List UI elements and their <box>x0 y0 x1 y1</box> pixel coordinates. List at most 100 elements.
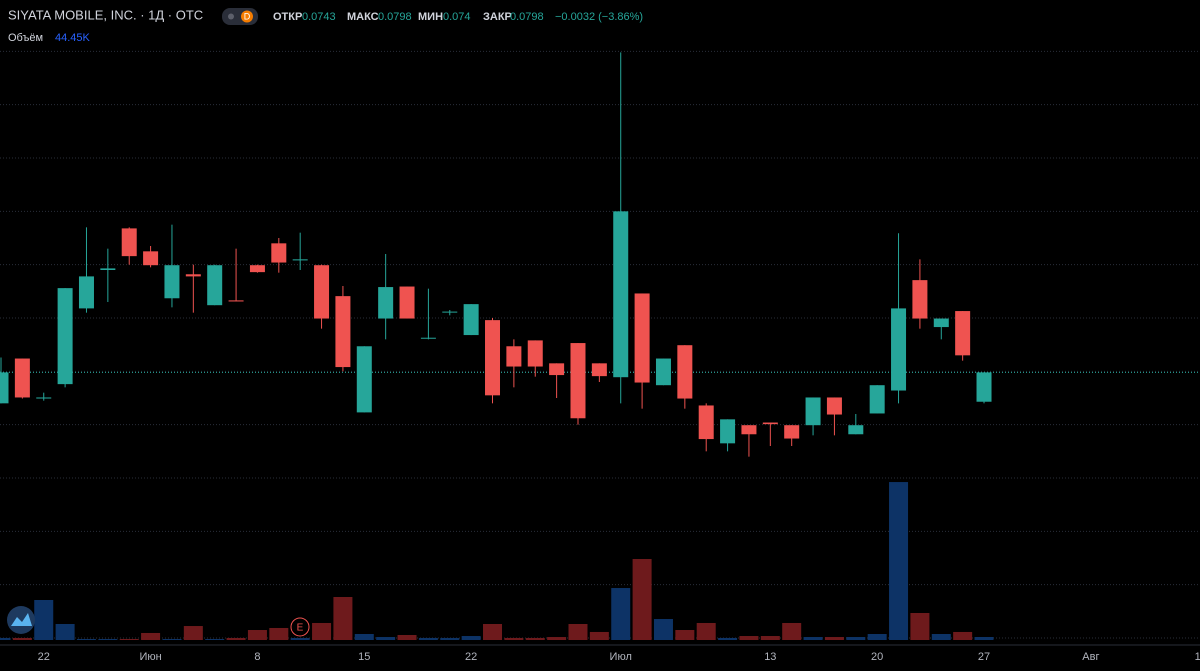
volume-bar <box>867 633 887 640</box>
low-value: 0.074 <box>443 11 471 23</box>
volume-bar <box>0 637 11 640</box>
badge-dot <box>241 10 253 23</box>
volume-bar <box>803 637 823 640</box>
volume-bar <box>461 636 481 640</box>
volume-bar <box>760 636 780 640</box>
volume-pane <box>0 482 994 640</box>
x-tick-label: Июн <box>139 651 161 663</box>
volume-bar <box>376 637 396 640</box>
volume-bar <box>483 624 503 640</box>
candle-body <box>249 265 265 273</box>
candle-body <box>442 311 458 313</box>
volume-bar <box>696 622 716 640</box>
candle-body <box>912 280 928 319</box>
candle-body <box>121 228 137 257</box>
candle-body <box>485 320 501 396</box>
close-label: ЗАКР <box>483 11 512 23</box>
volume-bar <box>824 637 844 640</box>
volume-bar <box>675 630 695 640</box>
volume-bar <box>397 635 417 640</box>
grid <box>0 50 1200 639</box>
event-marker[interactable] <box>290 617 310 637</box>
x-tick-label: 22 <box>38 651 50 663</box>
volume-bar <box>162 638 182 640</box>
volume-bar <box>141 632 161 640</box>
candle-body <box>356 346 372 413</box>
candle-body <box>399 286 415 319</box>
volume-bar <box>98 638 118 640</box>
open-label: ОТКР <box>273 11 302 23</box>
candle-body <box>36 397 52 399</box>
candle-body <box>228 300 244 302</box>
candle-body <box>57 288 73 385</box>
candle-body <box>207 265 223 306</box>
volume-bar <box>910 613 930 640</box>
candles <box>0 52 992 457</box>
candle-body <box>271 243 287 263</box>
high-label: МАКС <box>347 11 379 23</box>
candle-body <box>78 276 94 309</box>
volume-bar <box>312 622 332 640</box>
candle-body <box>570 343 586 419</box>
volume-bar <box>119 638 139 640</box>
candle-body <box>784 425 800 439</box>
candle-body <box>314 265 330 319</box>
logo[interactable] <box>7 606 35 634</box>
volume-bar <box>76 638 96 640</box>
volume-bar <box>611 588 631 640</box>
low-label: МИН <box>418 11 443 23</box>
volume-bar <box>183 626 203 640</box>
candle-body <box>164 265 180 299</box>
volume-bar <box>889 482 909 640</box>
volume-label: Объём <box>8 32 43 44</box>
candle-body <box>549 363 565 376</box>
high-value: 0.0798 <box>378 11 412 23</box>
volume-bar <box>440 637 460 640</box>
event-label[interactable]: E <box>297 623 304 634</box>
candle-body <box>933 318 949 328</box>
candle-body <box>848 425 864 435</box>
x-tick-label: Июл <box>610 651 632 663</box>
candle-body <box>826 397 842 415</box>
candle-body <box>292 259 308 261</box>
volume-bar <box>418 637 438 640</box>
candle-body <box>591 363 607 377</box>
volume-bar <box>547 637 567 640</box>
volume-bar <box>290 637 310 640</box>
change-value: −0.0032 (−3.86%) <box>555 11 643 23</box>
candle-body <box>677 345 693 399</box>
volume-bar <box>974 636 994 640</box>
x-tick-label: 1 <box>1195 651 1200 663</box>
candle-body <box>655 358 671 386</box>
volume-bar <box>718 637 738 640</box>
candle-body <box>613 211 629 378</box>
volume-bar <box>568 624 588 640</box>
volume-bar <box>333 597 353 640</box>
volume-bar <box>34 599 54 640</box>
volume-bar <box>782 622 802 640</box>
badge-text: D <box>244 11 251 21</box>
candle-body <box>762 422 778 425</box>
x-tick-label: 22 <box>465 651 477 663</box>
x-tick-label: 15 <box>358 651 370 663</box>
volume-bar <box>226 637 246 640</box>
volume-bar <box>247 630 267 640</box>
candle-body <box>463 304 479 336</box>
x-tick-label: 20 <box>871 651 883 663</box>
volume-bar <box>55 624 75 640</box>
volume-value: 44.45K <box>55 32 91 44</box>
candle-body <box>805 397 821 426</box>
candle-body <box>527 340 543 367</box>
candle-body <box>420 337 436 339</box>
candle-body <box>14 358 30 398</box>
volume-bar <box>632 559 652 640</box>
x-axis: 22 Июн 8 15 22 Июл 13 20 27 Авг 1 <box>38 651 1200 663</box>
volume-bar <box>205 638 225 640</box>
candle-body <box>891 308 907 391</box>
volume-bar <box>12 637 32 640</box>
volume-bar <box>589 631 609 640</box>
candle-body <box>634 293 650 383</box>
volume-bar <box>504 637 524 640</box>
